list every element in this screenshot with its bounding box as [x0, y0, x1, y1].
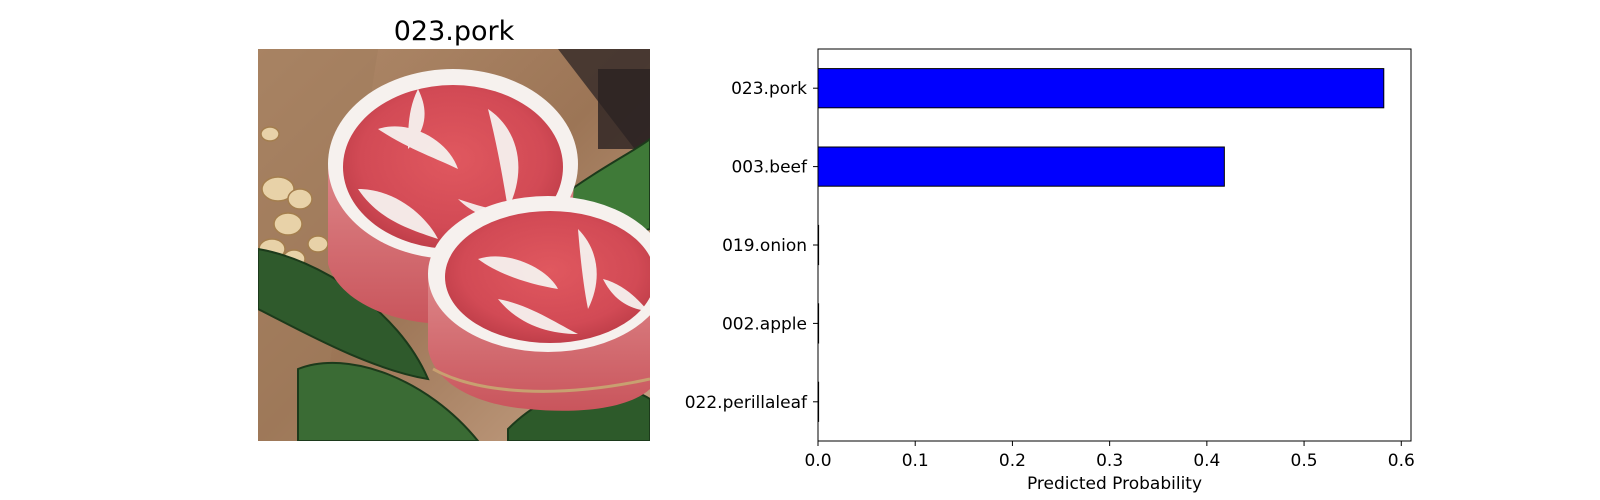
x-axis-label: Predicted Probability: [1027, 474, 1202, 494]
x-tick-label: 0.2: [999, 451, 1026, 471]
x-tick-label: 0.4: [1193, 451, 1220, 471]
x-tick-label: 0.0: [804, 451, 831, 471]
bar-023-pork: [817, 68, 1385, 109]
x-tick-label: 0.3: [1096, 451, 1123, 471]
y-tick-label: 002.apple: [722, 314, 807, 334]
food-photo: [258, 49, 650, 441]
y-tick-label: 023.pork: [731, 79, 807, 99]
image-title: 023.pork: [393, 16, 515, 47]
x-tick-label: 0.1: [902, 451, 929, 471]
y-tick-label: 019.onion: [722, 236, 807, 256]
x-tick-label: 0.6: [1388, 451, 1415, 471]
bar-003-beef: [817, 146, 1225, 187]
x-tick-label: 0.5: [1291, 451, 1318, 471]
y-tick-label: 022.perillaleaf: [685, 393, 808, 413]
y-tick-label: 003.beef: [731, 158, 808, 178]
